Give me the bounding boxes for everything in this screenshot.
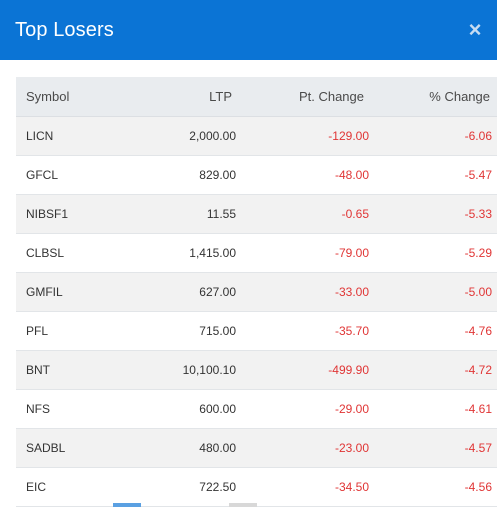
modal-header: Top Losers ×: [0, 0, 497, 60]
cell-pct-change: -6.06: [369, 116, 497, 156]
cell-symbol[interactable]: LICN: [16, 116, 136, 156]
cell-ltp: 480.00: [136, 428, 236, 468]
cell-pt-change: -499.90: [236, 350, 369, 390]
close-icon[interactable]: ×: [468, 17, 482, 42]
cell-pct-change: -4.72: [369, 350, 497, 390]
cell-ltp: 1,415.00: [136, 233, 236, 273]
cell-ltp: 829.00: [136, 155, 236, 195]
table-row[interactable]: GFCL 829.00 -48.00 -5.47: [16, 155, 497, 195]
column-header-pt-change[interactable]: Pt. Change: [236, 77, 369, 117]
cell-symbol[interactable]: GFCL: [16, 155, 136, 195]
cell-symbol[interactable]: CLBSL: [16, 233, 136, 273]
table-row[interactable]: NIBSF1 11.55 -0.65 -5.33: [16, 194, 497, 234]
table-body: LICN 2,000.00 -129.00 -6.06 GFCL 829.00 -48.00…: [16, 116, 497, 507]
cell-pt-change: -23.00: [236, 428, 369, 468]
cell-ltp: 10,100.10: [136, 350, 236, 390]
scroll-indicators: [0, 503, 497, 507]
table-row[interactable]: EIC 722.50 -34.50 -4.56: [16, 467, 497, 507]
cell-pct-change: -4.76: [369, 311, 497, 351]
column-header-symbol[interactable]: Symbol: [16, 77, 136, 117]
cell-symbol[interactable]: NIBSF1: [16, 194, 136, 234]
top-losers-table-container: Symbol LTP Pt. Change % Change LICN 2,000…: [16, 77, 497, 507]
cell-ltp: 600.00: [136, 389, 236, 429]
cell-pt-change: -129.00: [236, 116, 369, 156]
cell-symbol[interactable]: EIC: [16, 467, 136, 507]
modal-title: Top Losers: [15, 19, 114, 41]
scroll-indicator-inactive[interactable]: [229, 503, 257, 507]
cell-symbol[interactable]: BNT: [16, 350, 136, 390]
cell-pt-change: -29.00: [236, 389, 369, 429]
table-row[interactable]: CLBSL 1,415.00 -79.00 -5.29: [16, 233, 497, 273]
cell-pct-change: -5.00: [369, 272, 497, 312]
scroll-indicator-active[interactable]: [113, 503, 141, 507]
top-losers-table: Symbol LTP Pt. Change % Change LICN 2,000…: [16, 77, 497, 507]
cell-symbol[interactable]: GMFIL: [16, 272, 136, 312]
table-row[interactable]: LICN 2,000.00 -129.00 -6.06: [16, 116, 497, 156]
cell-ltp: 722.50: [136, 467, 236, 507]
cell-pct-change: -5.29: [369, 233, 497, 273]
cell-pct-change: -5.33: [369, 194, 497, 234]
cell-pt-change: -79.00: [236, 233, 369, 273]
cell-symbol[interactable]: SADBL: [16, 428, 136, 468]
cell-pt-change: -0.65: [236, 194, 369, 234]
table-header-row: Symbol LTP Pt. Change % Change: [16, 77, 497, 117]
table-row[interactable]: SADBL 480.00 -23.00 -4.57: [16, 428, 497, 468]
cell-pct-change: -5.47: [369, 155, 497, 195]
table-row[interactable]: PFL 715.00 -35.70 -4.76: [16, 311, 497, 351]
cell-pct-change: -4.56: [369, 467, 497, 507]
cell-pct-change: -4.61: [369, 389, 497, 429]
cell-pt-change: -48.00: [236, 155, 369, 195]
cell-ltp: 11.55: [136, 194, 236, 234]
cell-symbol[interactable]: PFL: [16, 311, 136, 351]
cell-ltp: 627.00: [136, 272, 236, 312]
column-header-pct-change[interactable]: % Change: [369, 77, 497, 117]
table-row[interactable]: GMFIL 627.00 -33.00 -5.00: [16, 272, 497, 312]
cell-pt-change: -34.50: [236, 467, 369, 507]
cell-symbol[interactable]: NFS: [16, 389, 136, 429]
cell-pt-change: -33.00: [236, 272, 369, 312]
cell-ltp: 2,000.00: [136, 116, 236, 156]
cell-pt-change: -35.70: [236, 311, 369, 351]
cell-pct-change: -4.57: [369, 428, 497, 468]
cell-ltp: 715.00: [136, 311, 236, 351]
table-row[interactable]: BNT 10,100.10 -499.90 -4.72: [16, 350, 497, 390]
column-header-ltp[interactable]: LTP: [136, 77, 236, 117]
table-row[interactable]: NFS 600.00 -29.00 -4.61: [16, 389, 497, 429]
